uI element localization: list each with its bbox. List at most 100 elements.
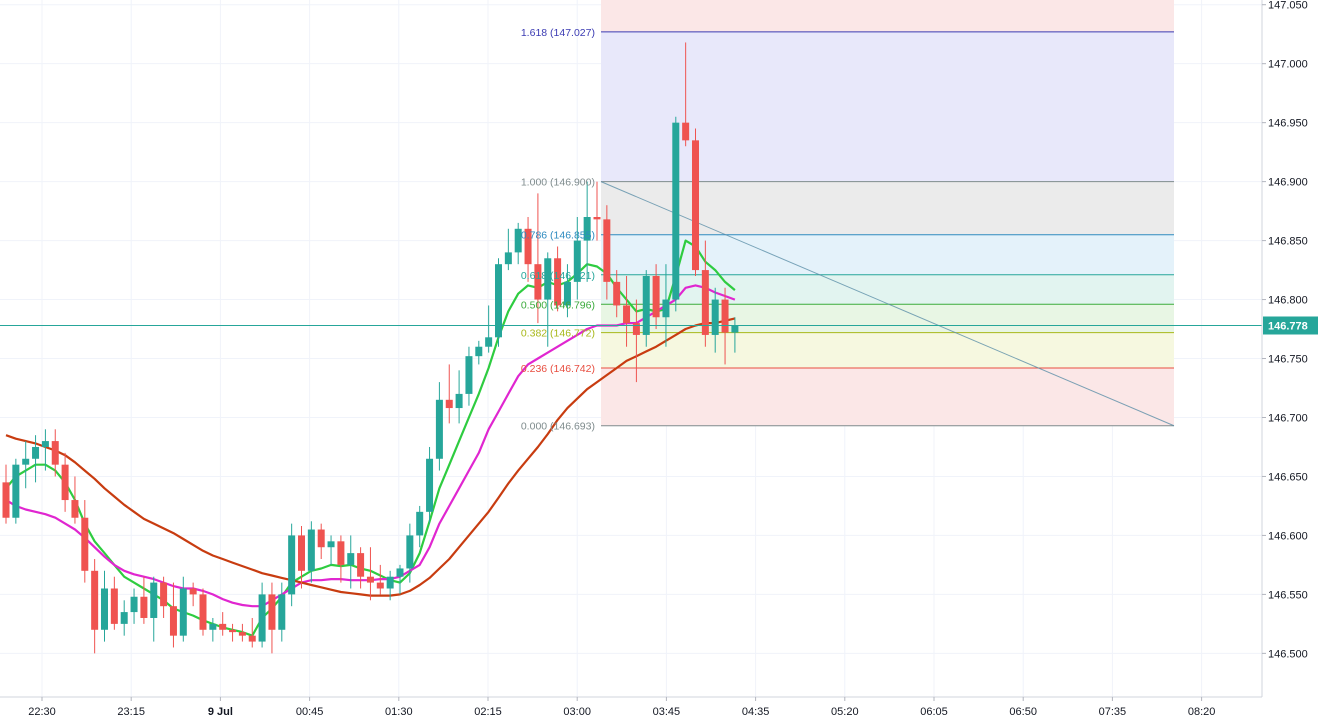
fib-zone <box>601 304 1174 333</box>
candle-body <box>91 570 99 630</box>
candle-body <box>317 529 325 548</box>
fib-zone <box>601 332 1174 368</box>
candle-body <box>573 240 581 282</box>
candle-body <box>632 323 640 335</box>
candle-body <box>71 500 79 518</box>
time-tick-label: 07:35 <box>1099 706 1127 718</box>
candle-body <box>160 582 168 607</box>
candle-body <box>229 629 237 633</box>
price-axis[interactable]: 147.050 147.000 146.950 146.900 146.850 146.8… <box>1262 0 1308 660</box>
candle-body <box>179 588 187 636</box>
candle-body <box>51 441 59 465</box>
time-tick-label: 23:15 <box>117 706 145 718</box>
price-tick-label: 146.750 <box>1268 354 1308 366</box>
price-tick-label: 146.900 <box>1268 177 1308 189</box>
candle-body <box>22 458 30 465</box>
price-tick-label: 147.050 <box>1268 0 1308 12</box>
candle-body <box>268 594 276 630</box>
candle-body <box>347 553 355 565</box>
candle-body <box>219 623 227 630</box>
candle-body <box>288 535 296 595</box>
candle-body <box>169 606 177 636</box>
candle-body <box>603 219 611 282</box>
candle-body <box>298 535 305 571</box>
current-price-tag-box <box>1263 316 1318 335</box>
time-tick-label: 9 Jul <box>208 706 233 718</box>
candle-body <box>721 299 729 333</box>
candle-body <box>544 258 552 300</box>
fib-zone <box>601 367 1174 426</box>
candle-body <box>258 594 266 642</box>
candle-body <box>563 281 571 306</box>
candle-body <box>662 299 670 318</box>
time-tick-label: 05:20 <box>831 706 859 718</box>
candle-body <box>140 596 148 618</box>
candle-body <box>692 140 699 271</box>
candles <box>2 42 739 654</box>
fib-level-label: 1.618 (147.027) <box>521 27 595 39</box>
candle-body <box>593 217 601 220</box>
candle-body <box>61 464 69 501</box>
candle-body <box>445 399 453 409</box>
candle-body <box>465 356 473 394</box>
price-tick-label: 146.950 <box>1268 118 1308 130</box>
candle-body <box>130 596 138 613</box>
candle-body <box>366 576 374 583</box>
candle-body <box>524 228 532 265</box>
candle-body <box>416 511 424 536</box>
candle-body <box>307 529 315 571</box>
candle-body <box>613 281 621 306</box>
candle-body <box>701 270 709 335</box>
candle-body <box>278 594 286 630</box>
candle-body <box>406 535 414 569</box>
price-tick-label: 146.550 <box>1268 589 1308 601</box>
time-tick-label: 04:35 <box>742 706 770 718</box>
price-tick-label: 146.700 <box>1268 412 1308 424</box>
candle-body <box>682 122 690 141</box>
fib-zone <box>601 181 1174 235</box>
time-tick-label: 06:05 <box>920 706 948 718</box>
fib-labels: 1.618 (147.027) 1.000 (146.900) 0.786 (146… <box>521 27 595 433</box>
price-tick-label: 146.500 <box>1268 648 1308 660</box>
price-tick-label: 147.000 <box>1268 59 1308 71</box>
candle-body <box>534 264 542 300</box>
candle-body <box>435 399 443 459</box>
candle-body <box>583 217 591 241</box>
candle-body <box>81 517 89 571</box>
candle-body <box>386 576 394 589</box>
fib-level-label: 0.382 (146.772) <box>521 328 595 340</box>
candle-body <box>2 482 10 518</box>
time-tick-label: 22:30 <box>28 706 56 718</box>
candle-body <box>337 541 345 565</box>
fib-level-label: 0.236 (146.742) <box>521 363 595 375</box>
time-tick-label: 01:30 <box>385 706 413 718</box>
candle-body <box>248 635 256 642</box>
candle-body <box>41 441 49 447</box>
candle-body <box>623 305 631 324</box>
candle-body <box>327 541 335 548</box>
candle-body <box>504 252 512 265</box>
candle-body <box>711 299 719 335</box>
candle-body <box>396 568 404 577</box>
candle-body <box>199 594 207 630</box>
price-tick-label: 146.650 <box>1268 471 1308 483</box>
time-tick-label: 03:45 <box>653 706 681 718</box>
candle-body <box>495 264 502 338</box>
fib-level-label: 1.000 (146.900) <box>521 177 595 189</box>
price-tick-label: 146.850 <box>1268 236 1308 248</box>
candle-body <box>101 588 108 630</box>
fib-zones <box>601 0 1174 426</box>
time-tick-label: 00:45 <box>296 706 324 718</box>
fib-level-label: 0.500 (146.796) <box>521 299 595 311</box>
fib-level-label: 0.786 (146.855) <box>521 230 595 242</box>
candle-body <box>357 553 365 577</box>
candle-body <box>485 337 493 347</box>
candle-body <box>189 588 197 595</box>
time-tick-label: 08:20 <box>1188 706 1216 718</box>
candle-body <box>672 122 680 300</box>
price-tick-label: 146.600 <box>1268 530 1308 542</box>
candle-body <box>32 446 40 459</box>
time-axis[interactable]: 22:30 23:15 9 Jul 00:45 01:30 02:15 03:00 03:45… <box>28 697 1215 718</box>
fib-zone-top <box>601 0 1174 32</box>
